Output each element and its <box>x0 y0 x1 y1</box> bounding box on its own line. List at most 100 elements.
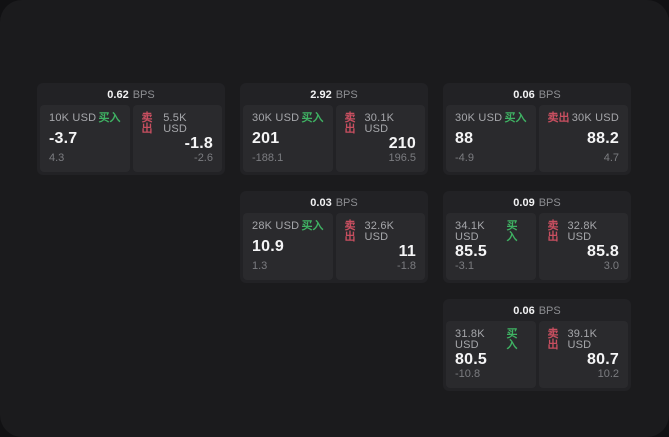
buy-tile-header: 31.8K USD 买入 <box>455 329 527 351</box>
sell-amount: 30K USD <box>571 112 619 124</box>
sell-delta: 10.2 <box>597 368 619 380</box>
buy-price: 85.5 <box>455 243 487 260</box>
buy-price: 88 <box>455 129 474 147</box>
sell-price: 80.7 <box>587 351 619 368</box>
buy-tile[interactable]: 30K USD 买入 88 -4.9 <box>446 105 536 172</box>
bps-value: 0.09 <box>513 197 535 209</box>
buy-delta: -10.8 <box>455 368 481 380</box>
buy-delta: -188.1 <box>252 152 284 164</box>
buy-amount: 30K USD <box>455 112 503 124</box>
bps-suffix-label: BPS <box>335 197 358 209</box>
sell-side-label: 卖出 <box>547 220 559 243</box>
sell-delta: 3.0 <box>603 260 619 272</box>
buy-tile-header: 10K USD 买入 <box>49 113 121 124</box>
buy-tile[interactable]: 34.1K USD 买入 85.5 -3.1 <box>446 213 536 280</box>
buy-tile-header: 34.1K USD 买入 <box>455 221 527 243</box>
bps-value: 2.92 <box>310 89 332 101</box>
buy-tile[interactable]: 10K USD 买入 -3.7 4.3 <box>40 105 130 172</box>
sell-side-label: 卖出 <box>344 112 356 135</box>
buy-price: 80.5 <box>455 351 487 368</box>
sell-amount: 39.1K USD <box>567 328 598 351</box>
sell-tile-header: 卖出 5.5K USD <box>142 113 214 135</box>
bps-value: 0.06 <box>513 89 535 101</box>
card-header: 0.06 BPS <box>446 86 628 105</box>
bps-value: 0.06 <box>513 305 535 317</box>
sell-tile[interactable]: 卖出 30.1K USD 210 196.5 <box>335 105 425 172</box>
sell-amount: 32.8K USD <box>567 220 598 243</box>
card-header: 0.62 BPS <box>40 86 222 105</box>
sell-side-label: 卖出 <box>344 220 356 243</box>
sell-tile[interactable]: 卖出 5.5K USD -1.8 -2.6 <box>132 105 222 172</box>
quote-card: 0.06 BPS 31.8K USD 买入 80.5 -10.8 卖出 39.1… <box>443 299 631 391</box>
sell-tile-header: 卖出 32.8K USD <box>548 221 620 243</box>
card-header: 0.09 BPS <box>446 194 628 213</box>
buy-side-label: 买入 <box>504 112 527 124</box>
sell-amount: 30.1K USD <box>364 112 395 135</box>
buy-price: 10.9 <box>252 237 284 255</box>
buy-delta: 4.3 <box>49 152 65 164</box>
buy-tile-header: 28K USD 买入 <box>252 221 324 232</box>
sell-amount: 5.5K USD <box>163 112 188 135</box>
sell-tile-header: 卖出 30K USD <box>548 113 620 124</box>
sell-delta: -2.6 <box>194 152 213 164</box>
buy-sell-tiles: 34.1K USD 买入 85.5 -3.1 卖出 32.8K USD 85.8… <box>446 213 628 280</box>
buy-side-label: 买入 <box>506 220 518 243</box>
bps-suffix-label: BPS <box>538 197 561 209</box>
quote-card: 0.09 BPS 34.1K USD 买入 85.5 -3.1 卖出 32.8K… <box>443 191 631 283</box>
sell-price: 85.8 <box>587 243 619 260</box>
buy-tile[interactable]: 31.8K USD 买入 80.5 -10.8 <box>446 321 536 388</box>
bps-value: 0.03 <box>310 197 332 209</box>
buy-side-label: 买入 <box>301 112 324 124</box>
buy-amount: 34.1K USD <box>455 220 485 243</box>
buy-side-label: 买入 <box>506 328 518 351</box>
card-header: 0.03 BPS <box>243 194 425 213</box>
buy-sell-tiles: 28K USD 买入 10.9 1.3 卖出 32.6K USD 11 -1.8 <box>243 213 425 280</box>
buy-delta: -4.9 <box>455 152 474 164</box>
card-header: 2.92 BPS <box>243 86 425 105</box>
sell-tile-header: 卖出 32.6K USD <box>345 221 417 243</box>
sell-tile[interactable]: 卖出 32.6K USD 11 -1.8 <box>335 213 425 280</box>
bps-suffix-label: BPS <box>538 305 561 317</box>
sell-tile-header: 卖出 39.1K USD <box>548 329 620 351</box>
buy-tile[interactable]: 28K USD 买入 10.9 1.3 <box>243 213 333 280</box>
buy-delta: 1.3 <box>252 260 268 272</box>
quote-card: 0.03 BPS 28K USD 买入 10.9 1.3 卖出 32.6K US… <box>240 191 428 283</box>
sell-side-label: 卖出 <box>547 328 559 351</box>
bps-suffix-label: BPS <box>132 89 155 101</box>
sell-side-label: 卖出 <box>547 112 570 124</box>
buy-side-label: 买入 <box>98 112 121 124</box>
buy-tile-header: 30K USD 买入 <box>252 113 324 124</box>
sell-tile[interactable]: 卖出 32.8K USD 85.8 3.0 <box>538 213 628 280</box>
bps-suffix-label: BPS <box>538 89 561 101</box>
buy-amount: 10K USD <box>49 112 97 124</box>
buy-side-label: 买入 <box>301 220 324 232</box>
buy-sell-tiles: 30K USD 买入 88 -4.9 卖出 30K USD 88.2 4.7 <box>446 105 628 172</box>
sell-price: 11 <box>398 243 416 260</box>
sell-delta: 4.7 <box>603 152 619 164</box>
sell-amount: 32.6K USD <box>364 220 395 243</box>
buy-tile[interactable]: 30K USD 买入 201 -188.1 <box>243 105 333 172</box>
sell-price: 88.2 <box>587 129 619 147</box>
buy-sell-tiles: 30K USD 买入 201 -188.1 卖出 30.1K USD 210 1… <box>243 105 425 172</box>
sell-side-label: 卖出 <box>141 112 153 135</box>
buy-amount: 28K USD <box>252 220 300 232</box>
sell-delta: 196.5 <box>388 152 416 164</box>
sell-tile-header: 卖出 30.1K USD <box>345 113 417 135</box>
bps-suffix-label: BPS <box>335 89 358 101</box>
sell-price: -1.8 <box>184 135 213 152</box>
quote-card: 0.06 BPS 30K USD 买入 88 -4.9 卖出 30K USD 8… <box>443 83 631 175</box>
bps-value: 0.62 <box>107 89 129 101</box>
buy-delta: -3.1 <box>455 260 474 272</box>
quote-card: 2.92 BPS 30K USD 买入 201 -188.1 卖出 30.1K … <box>240 83 428 175</box>
card-header: 0.06 BPS <box>446 302 628 321</box>
buy-sell-tiles: 10K USD 买入 -3.7 4.3 卖出 5.5K USD -1.8 -2.… <box>40 105 222 172</box>
buy-amount: 31.8K USD <box>455 328 485 351</box>
quote-card: 0.62 BPS 10K USD 买入 -3.7 4.3 卖出 5.5K USD… <box>37 83 225 175</box>
buy-tile-header: 30K USD 买入 <box>455 113 527 124</box>
sell-tile[interactable]: 卖出 30K USD 88.2 4.7 <box>538 105 628 172</box>
buy-sell-tiles: 31.8K USD 买入 80.5 -10.8 卖出 39.1K USD 80.… <box>446 321 628 388</box>
quotes-grid: 0.62 BPS 10K USD 买入 -3.7 4.3 卖出 5.5K USD… <box>37 83 631 391</box>
sell-price: 210 <box>388 135 416 152</box>
sell-tile[interactable]: 卖出 39.1K USD 80.7 10.2 <box>538 321 628 388</box>
